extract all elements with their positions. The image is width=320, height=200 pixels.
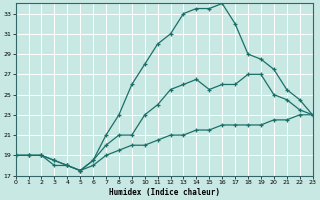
- X-axis label: Humidex (Indice chaleur): Humidex (Indice chaleur): [108, 188, 220, 197]
